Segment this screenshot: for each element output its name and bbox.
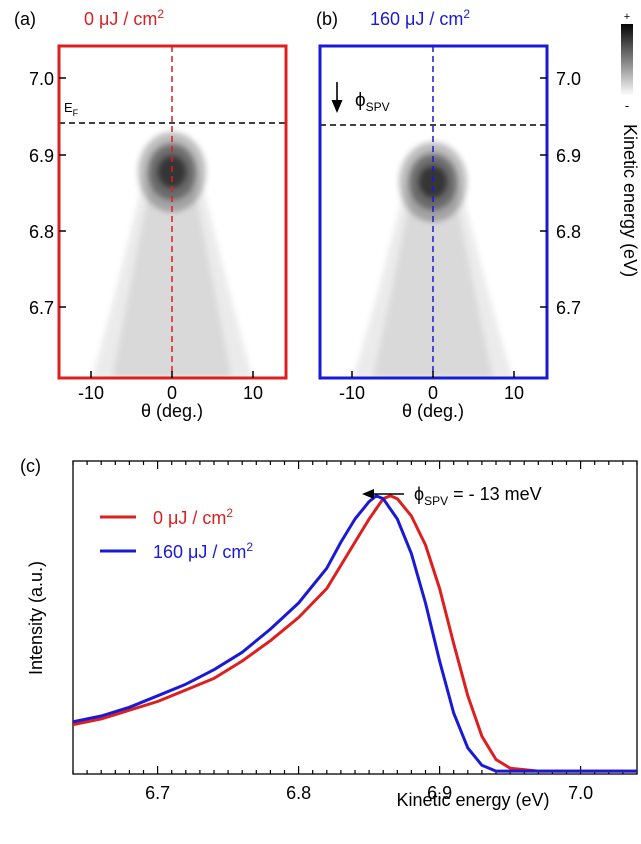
y-tick-label: 6.7 bbox=[29, 298, 54, 318]
shift-arrow-icon bbox=[362, 489, 404, 499]
panel-c-letter: (c) bbox=[20, 456, 41, 476]
panel-a-letter: (a) bbox=[14, 9, 36, 29]
x-tick-label: -10 bbox=[78, 383, 104, 403]
y-tick-label: 6.9 bbox=[29, 146, 54, 166]
panel-b-x-ticks: -10 0 10 bbox=[339, 371, 524, 403]
y-tick-label: 7.0 bbox=[556, 69, 581, 89]
panel-b: (b) 160 μJ / cm2 ϕSPV 7.0 6.9 bbox=[316, 7, 581, 421]
shift-annotation: ϕSPV = - 13 meV bbox=[414, 484, 542, 508]
panel-c-y-label: Intensity (a.u.) bbox=[26, 561, 46, 675]
colorbar-minus: - bbox=[625, 98, 629, 113]
legend: 0 μJ / cm2 160 μJ / cm2 bbox=[100, 506, 253, 562]
x-tick-label: 0 bbox=[428, 383, 438, 403]
y-tick-label: 6.8 bbox=[29, 222, 54, 242]
y-tick-label: 6.8 bbox=[556, 222, 581, 242]
colorbar: + - Kinetic energy (eV) bbox=[620, 11, 640, 277]
x-tick-label: -10 bbox=[339, 383, 365, 403]
panel-b-x-label: θ (deg.) bbox=[402, 401, 464, 421]
colorbar-plus: + bbox=[624, 11, 630, 23]
x-tick-label: 6.8 bbox=[286, 783, 311, 803]
x-tick-label: 10 bbox=[243, 383, 263, 403]
panel-a-fluence: 0 μJ / cm2 bbox=[84, 7, 164, 29]
panel-b-y-ticks: 7.0 6.9 6.8 6.7 bbox=[540, 69, 581, 318]
panel-a-x-label: θ (deg.) bbox=[141, 401, 203, 421]
x-tick-label: 6.7 bbox=[145, 783, 170, 803]
y-tick-label: 6.7 bbox=[556, 298, 581, 318]
y-tick-label: 6.9 bbox=[556, 146, 581, 166]
series-line-0 bbox=[73, 494, 637, 773]
panel-b-letter: (b) bbox=[316, 9, 338, 29]
spv-label: ϕSPV bbox=[355, 90, 390, 114]
x-tick-label: 6.9 bbox=[427, 783, 452, 803]
x-tick-label: 0 bbox=[167, 383, 177, 403]
spv-arrow-icon bbox=[331, 82, 343, 113]
colorbar-label: Kinetic energy (eV) bbox=[620, 124, 640, 277]
panel-c: (c) 6.7 6.8 6.9 7.0 0 μJ / cm2 160 μJ / cm2… bbox=[20, 456, 638, 810]
panel-c-ticks: 6.7 6.8 6.9 7.0 bbox=[72, 461, 638, 803]
panel-c-x-label: Kinetic energy (eV) bbox=[396, 790, 549, 810]
x-tick-label: 10 bbox=[504, 383, 524, 403]
series-line-1 bbox=[73, 494, 637, 773]
panel-b-heatmap bbox=[320, 46, 547, 378]
panel-a-y-ticks: 7.0 6.9 6.8 6.7 bbox=[29, 69, 66, 318]
panel-a: (a) 0 μJ / cm2 EF 7.0 6.9 6.8 bbox=[14, 7, 288, 421]
y-tick-label: 7.0 bbox=[29, 69, 54, 89]
panel-c-curves bbox=[73, 494, 637, 773]
legend-label-0: 0 μJ / cm2 bbox=[153, 506, 233, 528]
colorbar-gradient bbox=[621, 24, 633, 96]
panel-a-x-ticks: -10 0 10 bbox=[78, 371, 263, 403]
x-tick-label: 7.0 bbox=[568, 783, 593, 803]
panel-b-fluence: 160 μJ / cm2 bbox=[370, 7, 470, 29]
fermi-level-label: EF bbox=[64, 100, 79, 118]
legend-label-1: 160 μJ / cm2 bbox=[153, 540, 253, 562]
